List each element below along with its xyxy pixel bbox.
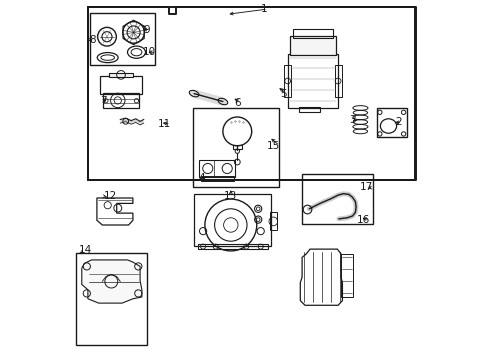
Text: 16: 16 xyxy=(357,215,370,225)
Text: 15: 15 xyxy=(266,141,279,151)
Bar xyxy=(289,36,336,55)
Bar xyxy=(197,244,267,249)
Polygon shape xyxy=(120,120,143,123)
Bar xyxy=(103,93,139,108)
Text: 9: 9 xyxy=(143,24,150,35)
Bar xyxy=(76,253,146,345)
Text: 1: 1 xyxy=(261,4,267,14)
Text: 4: 4 xyxy=(198,173,204,183)
Text: 13: 13 xyxy=(224,191,237,201)
Bar xyxy=(88,7,415,180)
Bar xyxy=(200,176,234,181)
Bar xyxy=(298,107,320,112)
Text: 3: 3 xyxy=(348,114,355,125)
Text: 11: 11 xyxy=(157,119,170,129)
Bar xyxy=(376,108,406,137)
Bar xyxy=(302,174,373,224)
Bar xyxy=(284,65,291,97)
Text: 6: 6 xyxy=(234,98,241,108)
Bar xyxy=(340,254,352,297)
Bar xyxy=(292,29,332,38)
Polygon shape xyxy=(81,260,142,303)
Text: 12: 12 xyxy=(103,191,117,201)
Text: 17: 17 xyxy=(359,182,373,192)
Bar xyxy=(90,13,155,65)
Text: 2: 2 xyxy=(395,117,401,127)
Bar xyxy=(101,76,142,94)
Bar xyxy=(109,73,133,77)
Bar xyxy=(232,145,241,149)
Bar xyxy=(193,108,278,187)
Bar xyxy=(194,194,271,246)
Text: 5: 5 xyxy=(280,89,286,99)
Bar xyxy=(269,212,276,230)
Bar xyxy=(334,65,341,97)
Text: 7: 7 xyxy=(101,96,107,106)
Text: 10: 10 xyxy=(143,47,156,57)
Text: 14: 14 xyxy=(79,245,92,255)
Bar xyxy=(287,54,337,108)
Bar xyxy=(199,160,235,177)
Text: 8: 8 xyxy=(89,35,96,45)
